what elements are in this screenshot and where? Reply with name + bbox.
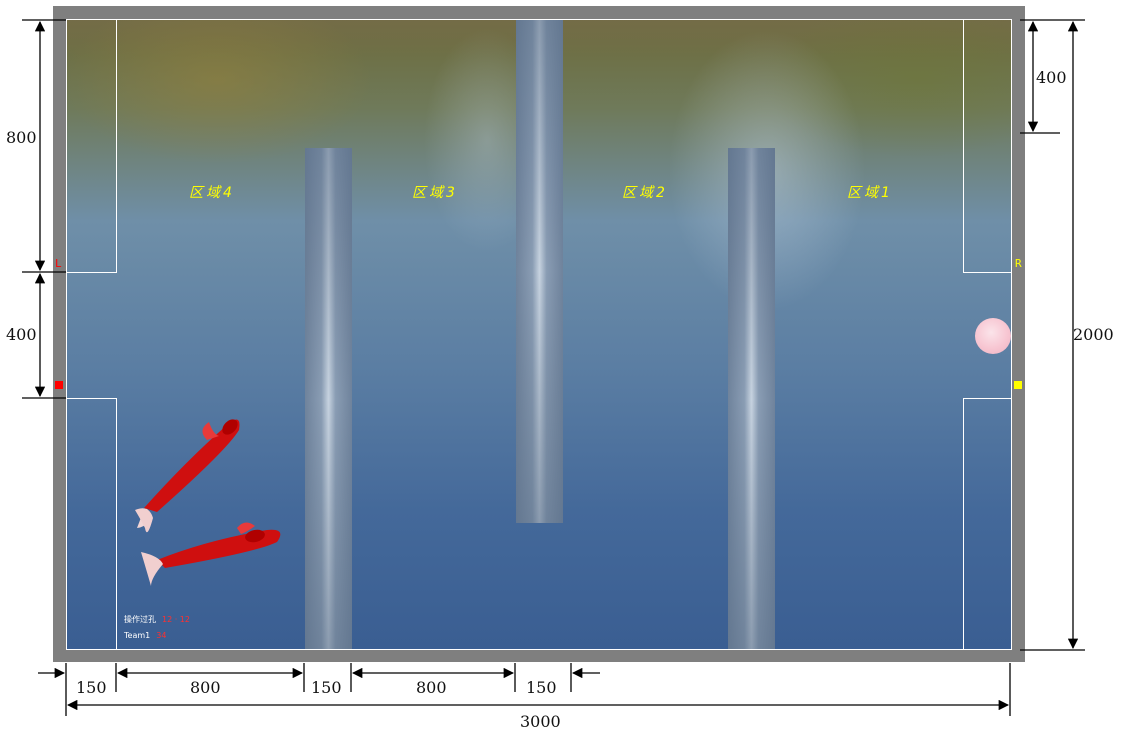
right-goal-top-vertical — [963, 20, 964, 272]
ball — [975, 318, 1011, 354]
left-side-label: L — [55, 257, 62, 270]
right-side-label: R — [1015, 257, 1022, 270]
dim-bottom-seg-2: 800 — [190, 678, 221, 697]
dim-bottom-seg-1: 150 — [76, 678, 107, 697]
left-goal-marker — [55, 381, 63, 389]
info-line-2: Team1 34 — [124, 631, 166, 640]
robot-fish-1 — [135, 419, 240, 533]
left-goal-top-vertical — [116, 20, 117, 272]
info-line-2-value: 34 — [156, 631, 167, 640]
info-line-1-label: 操作过孔 — [124, 615, 156, 624]
right-goal-top-horizontal — [963, 272, 1011, 273]
dim-bottom-seg-5: 150 — [526, 678, 557, 697]
pool-field: 区域4 区域3 区域2 区域1 操作过孔 12 · 12 Team1 34 — [66, 19, 1012, 650]
dim-bottom-seg-4: 800 — [416, 678, 447, 697]
right-goal-marker — [1014, 381, 1022, 389]
left-goal-top-horizontal — [67, 272, 117, 273]
left-goal-bottom-horizontal — [67, 398, 117, 399]
dim-left-middle: 400 — [6, 325, 37, 344]
pillar-2 — [516, 20, 563, 523]
zone-label-1: 区域1 — [847, 185, 893, 201]
dim-left-top: 800 — [6, 128, 37, 147]
dim-bottom-seg-3: 150 — [311, 678, 342, 697]
right-goal-bottom-horizontal — [963, 398, 1011, 399]
info-line-1-value: 12 · 12 — [162, 615, 190, 624]
pillar-1 — [305, 148, 352, 649]
dim-bottom-total: 3000 — [520, 712, 561, 731]
dim-right-top: 400 — [1036, 68, 1067, 87]
zone-label-3: 区域3 — [412, 185, 458, 201]
zone-label-4: 区域4 — [189, 185, 235, 201]
dim-right-total: 2000 — [1073, 325, 1114, 344]
info-line-1: 操作过孔 12 · 12 — [124, 614, 190, 625]
left-goal-bottom-vertical — [116, 398, 117, 649]
zone-label-2: 区域2 — [622, 185, 668, 201]
pillar-3 — [728, 148, 775, 649]
right-goal-bottom-vertical — [963, 398, 964, 649]
info-line-2-label: Team1 — [124, 631, 151, 640]
robot-fish-2 — [141, 522, 281, 586]
